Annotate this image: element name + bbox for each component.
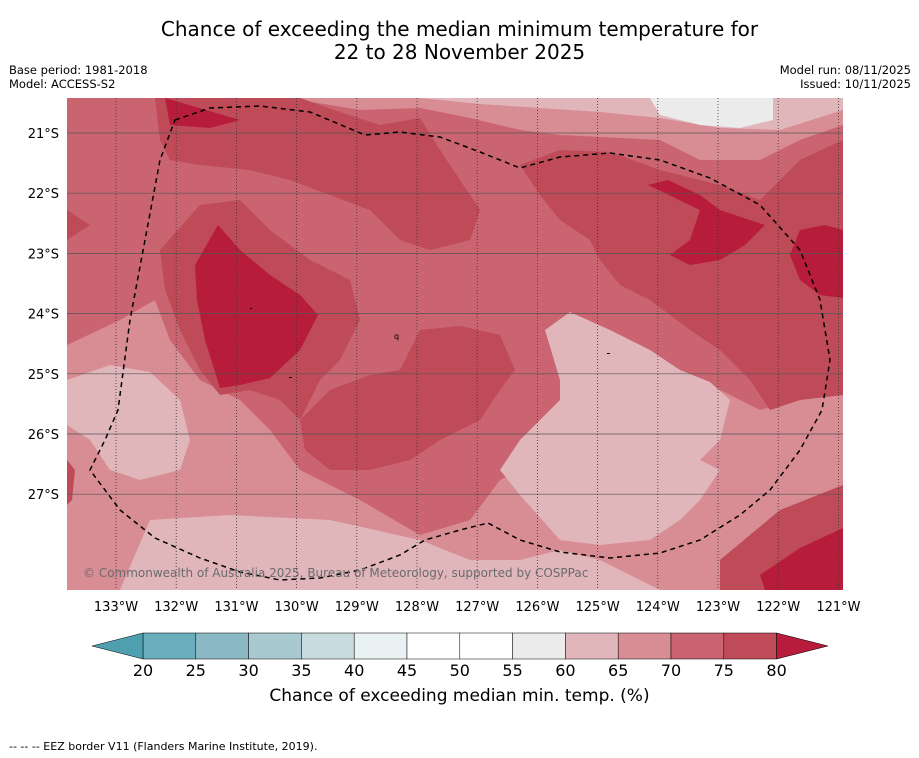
colorbar-label: Chance of exceeding median min. temp. (%… xyxy=(269,686,650,706)
colorbar-segment xyxy=(301,632,355,660)
map-title: Chance of exceeding the median minimum t… xyxy=(0,18,919,64)
colorbar-tick-label: 30 xyxy=(238,661,258,680)
region-80-plus-west xyxy=(195,225,318,388)
colorbar-tick-label: 70 xyxy=(661,661,681,680)
lon-label: 132°W xyxy=(154,600,198,615)
colorbar-tick-label: 35 xyxy=(291,661,311,680)
colorbar: 20 25 30 35 40 45 50 55 60 65 70 75 80 xyxy=(91,632,829,680)
island-markers: q xyxy=(250,308,610,378)
colorbar-segment xyxy=(723,632,777,660)
colorbar-segment xyxy=(195,632,249,660)
lat-label: 24°S xyxy=(28,308,59,323)
eez-legend: -- -- -- EEZ border V11 (Flanders Marine… xyxy=(9,740,318,753)
region-80-plus-east xyxy=(648,180,765,265)
map-plot-area xyxy=(67,98,843,590)
base-period: Base period: 1981-2018 xyxy=(9,63,148,77)
lon-label: 125°W xyxy=(576,600,620,615)
colorbar-tick-label: 45 xyxy=(397,661,417,680)
latitude-labels: 21°S 22°S 23°S 24°S 25°S 26°S 27°S xyxy=(28,127,59,503)
colorbar-segment xyxy=(565,632,619,660)
region-80-plus-far-east xyxy=(790,225,843,298)
region-55-60-north xyxy=(650,98,773,128)
colorbar-segment xyxy=(512,632,566,660)
graticule xyxy=(67,98,843,590)
lat-label: 21°S xyxy=(28,127,59,142)
meta-left: Base period: 1981-2018 Model: ACCESS-S2 xyxy=(9,63,148,91)
eez-border xyxy=(89,105,831,581)
colorbar-tick-label: 25 xyxy=(186,661,206,680)
title-line-1: Chance of exceeding the median minimum t… xyxy=(160,17,759,41)
colorbar-tick-label: 55 xyxy=(502,661,522,680)
region-75-80-far-west-south xyxy=(67,460,75,505)
copyright-text: © Commonwealth of Australia 2025, Bureau… xyxy=(83,566,588,580)
lon-label: 122°W xyxy=(756,600,800,615)
colorbar-segment xyxy=(617,632,672,660)
colorbar-segment xyxy=(248,632,302,660)
island-marker xyxy=(289,377,292,378)
colorbar-segment xyxy=(459,632,513,660)
island-marker xyxy=(250,308,252,309)
colorbar-segment xyxy=(353,632,408,660)
lat-label: 22°S xyxy=(28,187,59,202)
lon-label: 129°W xyxy=(335,600,379,615)
lon-label: 128°W xyxy=(395,600,439,615)
island-marker: q xyxy=(394,332,399,341)
colorbar-over-arrow xyxy=(776,632,829,660)
lon-label: 127°W xyxy=(455,600,499,615)
lon-label: 130°W xyxy=(275,600,319,615)
model-run: Model run: 08/11/2025 xyxy=(779,63,911,77)
region-60-65-west xyxy=(67,365,190,480)
region-80-plus-southeast xyxy=(760,528,843,590)
island-marker xyxy=(607,353,610,354)
region-75-80-northwest xyxy=(155,98,480,250)
lat-label: 26°S xyxy=(28,428,59,443)
colorbar-segment xyxy=(670,632,725,660)
region-60-65-center xyxy=(500,312,730,545)
lon-label: 133°W xyxy=(94,600,138,615)
meta-right: Model run: 08/11/2025 Issued: 10/11/2025 xyxy=(780,63,911,91)
colorbar-segment xyxy=(142,632,197,660)
colorbar-tick-label: 20 xyxy=(133,661,153,680)
colorbar-tick-label: 50 xyxy=(450,661,470,680)
lat-label: 25°S xyxy=(28,368,59,383)
region-60-65-south xyxy=(120,515,660,590)
lat-label: 27°S xyxy=(28,488,59,503)
longitude-labels: 133°W 132°W 131°W 130°W 129°W 128°W 127°W 126°W… xyxy=(94,600,861,615)
colorbar-tick-label: 75 xyxy=(714,661,734,680)
colorbar-tick-label: 60 xyxy=(555,661,575,680)
colorbar-tick-label: 80 xyxy=(766,661,786,680)
colorbar-under-arrow xyxy=(91,632,144,660)
title-line-2: 22 to 28 November 2025 xyxy=(333,40,586,64)
lon-label: 121°W xyxy=(816,600,860,615)
region-75-80-far-west xyxy=(67,210,90,240)
lat-label: 23°S xyxy=(28,247,59,262)
region-80-plus-north xyxy=(165,98,240,128)
colorbar-tick-label: 65 xyxy=(608,661,628,680)
colorbar-tick-label: 40 xyxy=(344,661,364,680)
colorbar-segment xyxy=(406,632,461,660)
issued-date: Issued: 10/11/2025 xyxy=(800,77,911,91)
lon-label: 126°W xyxy=(515,600,559,615)
lon-label: 131°W xyxy=(214,600,258,615)
model-name: Model: ACCESS-S2 xyxy=(9,77,116,91)
lon-label: 123°W xyxy=(696,600,740,615)
lon-label: 124°W xyxy=(636,600,680,615)
